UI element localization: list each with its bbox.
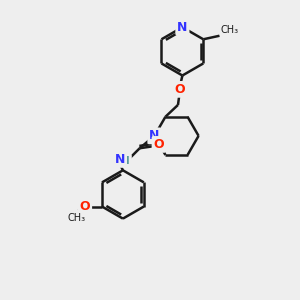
Text: O: O: [154, 138, 164, 151]
Text: H: H: [122, 156, 130, 166]
Text: O: O: [80, 200, 90, 213]
Text: N: N: [115, 153, 125, 166]
Text: O: O: [174, 83, 185, 96]
Text: CH₃: CH₃: [220, 25, 238, 34]
Text: N: N: [149, 129, 160, 142]
Text: N: N: [177, 21, 188, 34]
Text: CH₃: CH₃: [67, 213, 85, 223]
